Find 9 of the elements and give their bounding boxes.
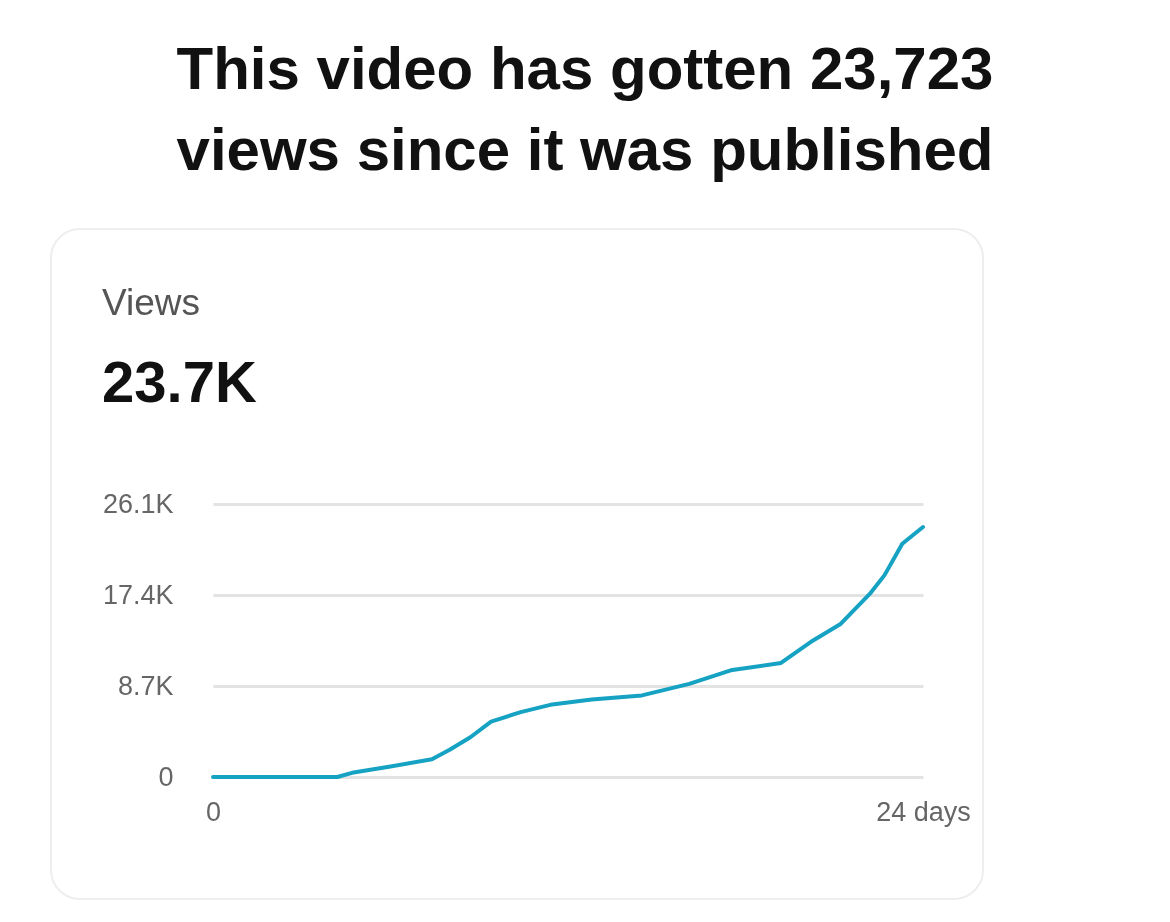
chart-subtitle: Views xyxy=(102,282,201,324)
y-tick-label: 0 xyxy=(158,761,174,792)
chart-title: This video has gotten 23,723 views since it was published xyxy=(175,34,995,185)
line-series xyxy=(211,525,925,779)
y-tick-label: 8.7K xyxy=(117,670,174,701)
x-tick-label: 24 days xyxy=(876,796,971,827)
y-tick-label: 26.1K xyxy=(102,488,174,519)
y-tick-label: 17.4K xyxy=(102,579,174,610)
text: 23.7K xyxy=(102,348,257,415)
